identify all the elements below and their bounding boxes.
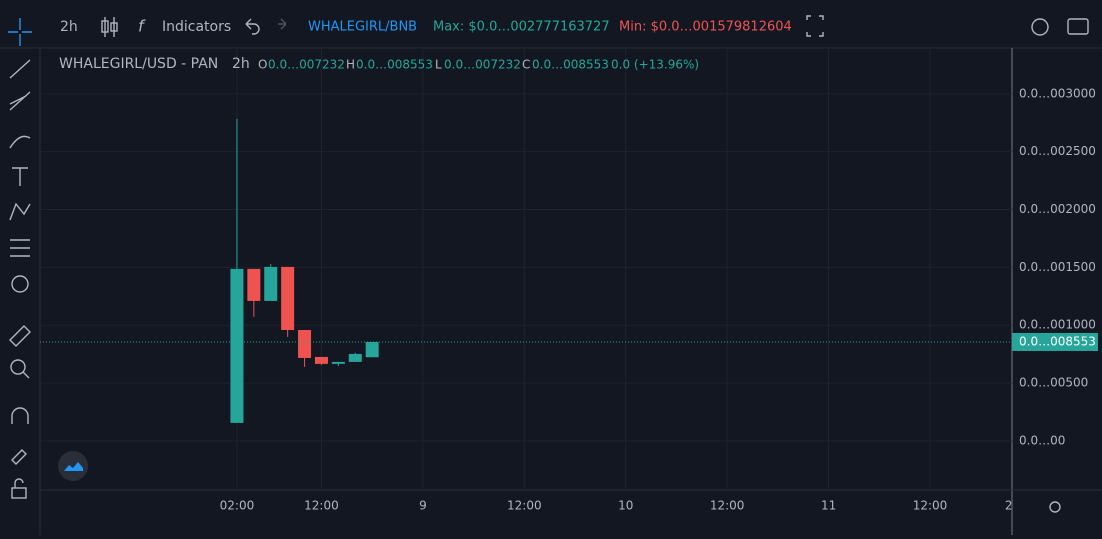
- drawing-tools[interactable]: [8, 18, 32, 499]
- high-value: 0.0…008553: [356, 58, 433, 72]
- candle-body: [281, 266, 295, 330]
- min-price: Min: $0.0…001579812604: [619, 20, 792, 35]
- theme-icon[interactable]: [1049, 501, 1061, 513]
- last-price-box: [1012, 332, 1098, 351]
- logo[interactable]: [58, 451, 88, 481]
- candle-body: [348, 353, 362, 362]
- x-tick-label: 22:: [1005, 499, 1024, 513]
- interval-button[interactable]: 2h: [60, 19, 78, 35]
- x-tick-label: 10: [618, 499, 633, 513]
- screenshot-icon[interactable]: [1067, 18, 1089, 35]
- logo-mark: [64, 462, 83, 471]
- open-value: 0.0…007232: [268, 58, 345, 72]
- candles-icon[interactable]: [101, 17, 118, 37]
- y-tick-label: 0.0…00: [1019, 433, 1065, 447]
- redo-icon[interactable]: [278, 18, 287, 30]
- y-tick-label: 0.0…003000: [1019, 86, 1096, 100]
- y-tick-label: 0.0…002500: [1019, 144, 1096, 158]
- candle-body: [264, 266, 278, 301]
- open-label: O: [258, 58, 267, 72]
- undo-icon[interactable]: [245, 18, 260, 35]
- y-tick-label: 0.0…001500: [1019, 260, 1096, 274]
- change-value: 0.0 (+13.96%): [611, 58, 699, 72]
- settings-icon[interactable]: [1031, 18, 1049, 36]
- candle-body: [365, 341, 379, 358]
- y-tick-label: 0.0…00500: [1019, 376, 1088, 390]
- candle-body: [314, 356, 328, 364]
- x-tick-label: 12:00: [913, 499, 948, 513]
- candle-body: [230, 268, 244, 423]
- legend-symbol: WHALEGIRL/USD - PAN: [59, 56, 218, 72]
- close-label: C: [522, 58, 530, 72]
- last-price-label: 0.0…008553: [1019, 334, 1096, 348]
- y-tick-label: 0.0…002000: [1019, 202, 1096, 216]
- x-tick-label: 12:00: [507, 499, 542, 513]
- fx-icon[interactable]: f: [138, 17, 146, 36]
- low-label: L: [435, 58, 442, 72]
- x-tick-label: 12:00: [710, 499, 745, 513]
- plot-area: 02:00 12:00 9 12:00 10 12:00 11 12:00 22:: [40, 48, 1024, 513]
- high-label: H: [346, 58, 355, 72]
- close-value: 0.0…008553: [532, 58, 609, 72]
- compare-symbol[interactable]: WHALEGIRL/BNB: [308, 20, 417, 35]
- candle-body: [331, 361, 345, 364]
- legend-interval: 2h: [232, 56, 250, 72]
- candle-body: [247, 268, 261, 301]
- indicators-button[interactable]: Indicators: [162, 19, 231, 35]
- fullscreen-icon[interactable]: [806, 15, 824, 37]
- x-tick-label: 11: [821, 499, 836, 513]
- x-tick-label: 02:00: [220, 499, 255, 513]
- x-tick-label: 12:00: [304, 499, 339, 513]
- x-tick-label: 9: [419, 499, 427, 513]
- candle-body: [298, 329, 312, 358]
- y-tick-label: 0.0…001000: [1019, 318, 1096, 332]
- legend-ohlc: O 0.0…007232 H 0.0…008553 L 0.0…007232 C…: [258, 58, 699, 72]
- max-price: Max: $0.0…002777163727: [433, 20, 610, 35]
- low-value: 0.0…007232: [444, 58, 521, 72]
